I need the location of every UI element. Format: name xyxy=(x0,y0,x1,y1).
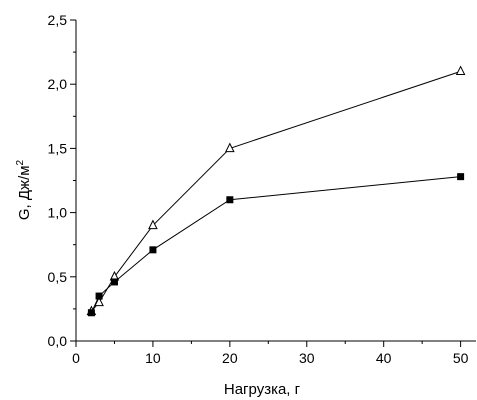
series-2-line xyxy=(90,176,461,313)
series-1-point xyxy=(94,296,104,307)
y-tick-label: 0,0 xyxy=(48,333,68,349)
series-2-point xyxy=(149,246,157,254)
x-axis-title: Нагрузка, г xyxy=(224,381,301,398)
x-tick-label: 20 xyxy=(222,350,238,366)
x-tick-label: 0 xyxy=(72,350,80,366)
series-markers xyxy=(86,65,466,317)
series-2-point xyxy=(457,173,465,181)
series-2-point xyxy=(95,292,103,300)
y-axis: 0,0 0,5 1,0 1,5 2,0 2,5 xyxy=(48,12,76,349)
x-tick-label: 40 xyxy=(376,350,392,366)
series-1-point xyxy=(455,65,466,76)
x-tick-label: 30 xyxy=(299,350,315,366)
y-tick-label: 0,5 xyxy=(48,269,68,285)
series-2-point xyxy=(226,196,234,204)
y-tick-label: 1,0 xyxy=(48,205,68,221)
series-1-point xyxy=(225,142,235,153)
y-tick-label: 2,0 xyxy=(48,76,68,92)
y-axis-title: G, Дж/м2 xyxy=(15,159,33,220)
series-lines xyxy=(90,70,461,313)
y-tick-label: 1,5 xyxy=(48,140,68,156)
series-2-point xyxy=(110,278,118,286)
y-axis-title-superscript: 2 xyxy=(15,159,26,165)
y-axis-title-main: G, Дж/м xyxy=(16,165,33,220)
x-tick-label: 10 xyxy=(145,350,161,366)
series-2-point xyxy=(87,309,95,317)
x-axis: 0 10 20 30 40 50 xyxy=(72,341,469,366)
series-1-point xyxy=(148,219,158,230)
plot-frame xyxy=(75,20,476,342)
x-tick-label: 50 xyxy=(453,350,469,366)
y-tick-label: 2,5 xyxy=(48,12,68,28)
series-1-line xyxy=(91,70,461,312)
